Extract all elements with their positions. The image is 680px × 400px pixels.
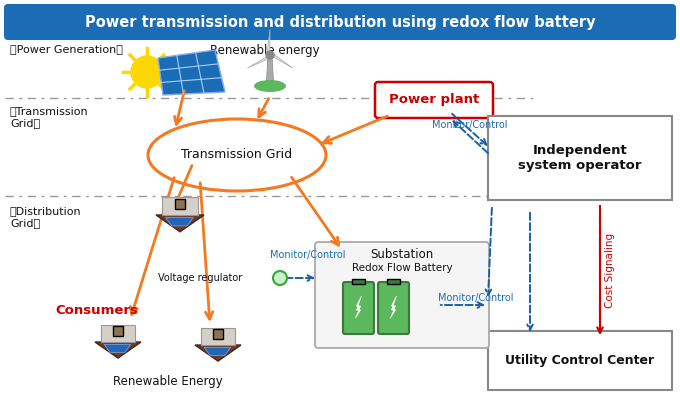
Polygon shape	[266, 55, 274, 90]
Polygon shape	[158, 50, 225, 95]
Polygon shape	[204, 348, 231, 356]
Text: 【Power Generation】: 【Power Generation】	[10, 44, 123, 54]
Polygon shape	[390, 296, 396, 318]
Text: Consumers: Consumers	[55, 304, 138, 316]
Circle shape	[266, 51, 274, 59]
Text: Substation: Substation	[371, 248, 434, 262]
Text: 【Transmission
Grid】: 【Transmission Grid】	[10, 106, 88, 128]
Text: Transmission Grid: Transmission Grid	[182, 148, 292, 162]
FancyBboxPatch shape	[352, 279, 365, 284]
FancyBboxPatch shape	[488, 116, 672, 200]
FancyBboxPatch shape	[162, 197, 198, 215]
Text: Redox Flow Battery: Redox Flow Battery	[352, 263, 452, 273]
Text: Power transmission and distribution using redox flow battery: Power transmission and distribution usin…	[85, 14, 595, 30]
FancyBboxPatch shape	[378, 282, 409, 334]
Text: Renewable Energy: Renewable Energy	[113, 376, 223, 388]
FancyBboxPatch shape	[375, 82, 493, 118]
Text: Independent
system operator: Independent system operator	[518, 144, 642, 172]
Polygon shape	[248, 55, 271, 68]
FancyBboxPatch shape	[4, 4, 676, 40]
Polygon shape	[270, 52, 292, 68]
Text: 【Distribution
Grid】: 【Distribution Grid】	[10, 206, 82, 228]
Text: Cost Signaling: Cost Signaling	[605, 232, 615, 308]
Polygon shape	[104, 344, 131, 352]
FancyBboxPatch shape	[343, 282, 374, 334]
FancyBboxPatch shape	[213, 330, 223, 339]
FancyBboxPatch shape	[113, 326, 123, 336]
Polygon shape	[267, 29, 270, 55]
Circle shape	[131, 56, 163, 88]
Polygon shape	[156, 215, 204, 232]
Text: Power plant: Power plant	[389, 94, 479, 106]
Ellipse shape	[254, 80, 286, 92]
Polygon shape	[356, 296, 362, 318]
FancyBboxPatch shape	[175, 199, 185, 209]
Text: Renewable energy: Renewable energy	[210, 44, 320, 57]
Polygon shape	[195, 345, 241, 361]
FancyBboxPatch shape	[101, 325, 135, 342]
Text: Voltage regulator: Voltage regulator	[158, 273, 242, 283]
Text: Monitor/Control: Monitor/Control	[270, 250, 345, 260]
FancyBboxPatch shape	[488, 331, 672, 390]
FancyBboxPatch shape	[201, 328, 235, 345]
Text: Monitor/Control: Monitor/Control	[432, 120, 508, 130]
Text: Utility Control Center: Utility Control Center	[505, 354, 655, 367]
FancyBboxPatch shape	[387, 279, 401, 284]
Polygon shape	[166, 218, 193, 226]
Polygon shape	[95, 342, 141, 358]
FancyBboxPatch shape	[315, 242, 489, 348]
Circle shape	[273, 271, 287, 285]
Ellipse shape	[148, 119, 326, 191]
Text: Monitor/Control: Monitor/Control	[438, 293, 513, 303]
